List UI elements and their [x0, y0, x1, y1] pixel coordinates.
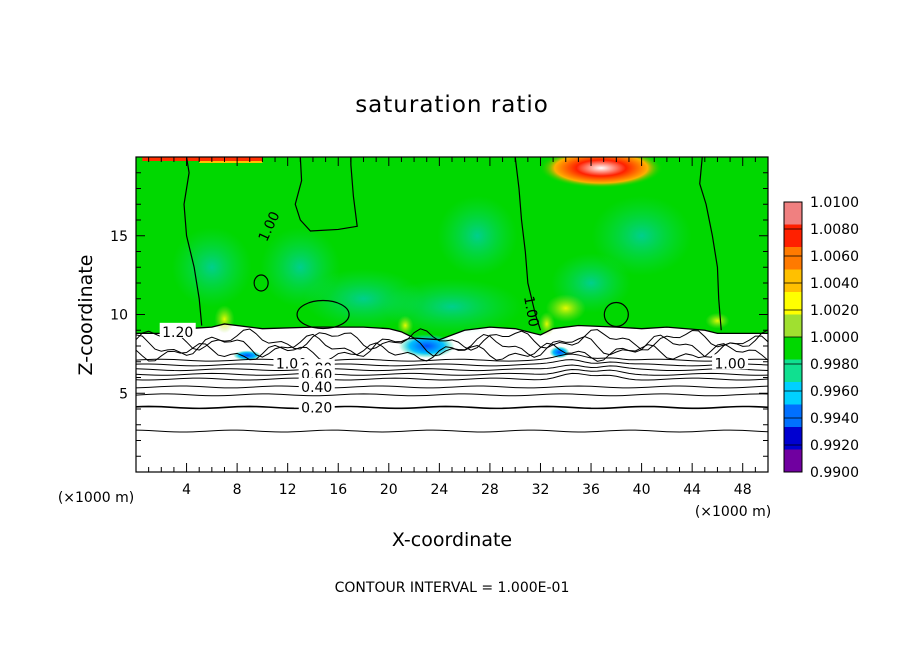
contour-line [136, 323, 768, 341]
cyan-patch [591, 195, 692, 276]
x-tick-label: 44 [683, 482, 701, 498]
contour-line [136, 328, 768, 351]
top-red-band [142, 157, 263, 161]
contour-line [294, 157, 358, 232]
contour-label: 1.00 [520, 295, 541, 328]
low-saturation-pocket [549, 346, 570, 359]
x-tick-label: 24 [430, 482, 448, 498]
x-tick-label: 28 [481, 482, 499, 498]
y-axis-label: Z-coordinate [75, 255, 97, 376]
low-saturation-pocket [398, 334, 455, 358]
cyan-patch [437, 195, 518, 276]
colorbar-band [784, 202, 802, 225]
colorbar-band [784, 337, 802, 360]
colorbar-label: 1.0060 [810, 249, 859, 265]
contour-line [296, 299, 350, 330]
y-tick-label: 5 [119, 386, 128, 402]
x-tick-label: 40 [633, 482, 651, 498]
colorbar-label: 0.9920 [810, 438, 859, 454]
contour-line [136, 369, 768, 376]
x-tick-label: 8 [233, 482, 242, 498]
contour-line [136, 342, 768, 362]
contour-line [136, 429, 768, 433]
contour-line [514, 157, 542, 331]
y-axis-ticks: 5 10 15 [110, 172, 768, 457]
colorbar-band [784, 224, 802, 248]
colorbar-label: 1.0080 [810, 222, 859, 238]
contour-label: 1.00 [714, 356, 745, 372]
x-tick-label: 12 [279, 482, 297, 498]
cyan-patch [382, 278, 522, 335]
colorbar-label: 1.0000 [810, 330, 859, 346]
supersaturation-patch [539, 157, 664, 189]
chart-title: saturation ratio [355, 92, 549, 118]
contour-label: 0.20 [301, 400, 332, 416]
x-tick-label: 4 [182, 482, 191, 498]
x-axis-unit: (×1000 m) [695, 504, 771, 520]
colorbar-band [784, 292, 802, 315]
x-tick-label: 48 [734, 482, 752, 498]
y-axis-unit: (×1000 m) [58, 490, 134, 506]
contour-lines [136, 157, 768, 433]
contour-interval-note: CONTOUR INTERVAL = 1.000E-01 [335, 580, 570, 596]
contour-label: 0.40 [301, 380, 332, 396]
y-tick-label: 15 [110, 229, 128, 245]
colorbar-band [784, 314, 802, 338]
contour-label: 1.20 [162, 325, 193, 341]
contour-line [136, 385, 768, 389]
contour-line [136, 405, 768, 410]
contour-line [136, 364, 768, 372]
contour-label-bg [298, 377, 335, 393]
contour-label-bg [159, 322, 196, 338]
yellow-patch [214, 305, 235, 334]
colorbar-label: 1.0040 [810, 276, 859, 292]
contour-line [136, 353, 768, 362]
colorbar-band [784, 449, 802, 473]
contour-line [136, 333, 768, 358]
cyan-patch [260, 227, 341, 308]
yellow-patch [545, 294, 586, 323]
colorbar-band [784, 427, 802, 450]
colorbar-label: 0.9900 [810, 465, 859, 481]
contour-line [183, 157, 203, 326]
contour-label-bg [712, 354, 749, 370]
contour-label-bg [298, 365, 335, 381]
colorbar-label: 0.9960 [810, 384, 859, 400]
top-orange-band [199, 161, 263, 163]
contour-line [253, 274, 269, 292]
contour-label-bg [298, 398, 335, 414]
contour-line [699, 157, 722, 331]
x-tick-label: 36 [582, 482, 600, 498]
colorbar-label: 0.9980 [810, 357, 859, 373]
colorbar-band [784, 404, 802, 428]
colorbar-band [784, 269, 802, 293]
contour-line [136, 372, 768, 381]
colorbar-band [784, 382, 802, 405]
yellow-patch [705, 312, 730, 329]
colorbar-label: 1.0020 [810, 303, 859, 319]
x-tick-label: 16 [329, 482, 347, 498]
x-axis-ticks: 4 8 12 16 20 24 28 32 36 40 44 48 [148, 157, 756, 498]
colorbar: 1.0100 1.0080 1.0060 1.0040 1.0020 1.0000 0.99… [783, 195, 859, 481]
contour-line [136, 393, 768, 397]
contour-line [136, 359, 768, 367]
cyan-patch [171, 227, 252, 308]
colorbar-band [784, 359, 802, 383]
x-axis-label: X-coordinate [392, 529, 512, 551]
colorbar-label: 1.0100 [810, 195, 859, 211]
yellow-patch [397, 315, 414, 336]
saturation-field [136, 157, 768, 472]
x-tick-label: 20 [380, 482, 398, 498]
y-tick-label: 10 [110, 308, 128, 324]
x-tick-label: 32 [532, 482, 550, 498]
colorbar-label: 0.9940 [810, 411, 859, 427]
colorbar-band [784, 247, 802, 270]
